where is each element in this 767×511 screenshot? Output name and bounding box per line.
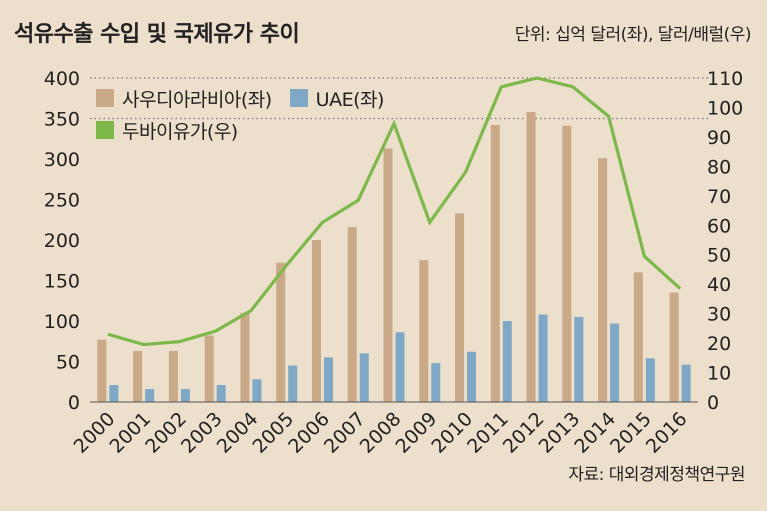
- bar-saudi: [276, 262, 286, 402]
- bar-saudi: [526, 112, 536, 403]
- bar-uae: [252, 379, 262, 402]
- legend-swatch-saudi: [96, 89, 114, 107]
- legend-label-dubai: 두바이유가(우): [122, 120, 238, 143]
- y-left-tick-label: 50: [56, 352, 80, 374]
- bar-saudi: [97, 339, 107, 402]
- legend-swatch-uae: [289, 89, 308, 107]
- x-tick-label: 2008: [356, 408, 406, 458]
- y-left-tick-label: 100: [44, 311, 80, 333]
- bar-saudi: [490, 124, 500, 402]
- legend-item-saudi: 사우디아라비아(좌) UAE(좌): [96, 82, 384, 114]
- bar-saudi: [311, 240, 321, 402]
- y-right-tick-label: 60: [707, 215, 731, 237]
- bar-uae: [502, 321, 512, 402]
- x-tick-label: 2014: [570, 408, 620, 458]
- bar-uae: [574, 316, 584, 402]
- bar-saudi: [562, 125, 572, 402]
- y-left-tick-label: 350: [44, 109, 80, 131]
- y-left-tick-label: 400: [44, 68, 80, 90]
- x-tick-label: 2007: [320, 408, 370, 458]
- bar-uae: [610, 323, 620, 402]
- bar-saudi: [383, 148, 393, 402]
- legend-label-uae: UAE(좌): [315, 88, 385, 111]
- bar-uae: [216, 384, 226, 402]
- bar-uae: [359, 353, 369, 402]
- bar-uae: [323, 357, 333, 402]
- y-right-tick-label: 10: [707, 363, 731, 385]
- chart-title: 석유수출 수입 및 국제유가 추이: [14, 22, 300, 47]
- bar-saudi: [240, 312, 250, 402]
- bar-uae: [645, 358, 655, 402]
- y-left-tick-label: 250: [44, 190, 80, 212]
- bar-saudi: [168, 350, 178, 402]
- legend-swatch-dubai: [96, 121, 114, 139]
- y-right-tick-label: 40: [707, 274, 731, 296]
- bar-uae: [538, 314, 548, 402]
- y-right-tick-label: 100: [707, 97, 743, 119]
- bar-uae: [395, 332, 405, 402]
- x-tick-label: 2010: [427, 408, 477, 458]
- x-tick-label: 2013: [535, 408, 585, 458]
- bar-uae: [431, 363, 441, 402]
- x-tick-label: 2012: [499, 408, 549, 458]
- bar-uae: [145, 389, 155, 402]
- x-tick-label: 2011: [463, 408, 513, 458]
- y-left-tick-label: 0: [68, 392, 80, 414]
- bar-saudi: [204, 335, 214, 402]
- bar-saudi: [419, 260, 429, 402]
- bar-uae: [681, 364, 691, 402]
- y-right-tick-label: 30: [707, 304, 731, 326]
- x-tick-label: 2003: [177, 408, 227, 458]
- x-tick-label: 2009: [392, 408, 442, 458]
- x-tick-label: 2005: [248, 408, 298, 458]
- bar-uae: [180, 389, 190, 402]
- x-tick-label: 2000: [70, 408, 120, 458]
- bar-saudi: [633, 272, 643, 402]
- unit-note: 단위: 십억 달러(좌), 달러/배럴(우): [514, 25, 752, 45]
- x-tick-label: 2016: [642, 408, 692, 458]
- bar-saudi: [347, 227, 357, 402]
- bar-saudi: [455, 213, 465, 402]
- bar-uae: [288, 365, 298, 402]
- y-left-tick-label: 300: [44, 149, 80, 171]
- legend: 사우디아라비아(좌) UAE(좌) 두바이유가(우): [96, 82, 384, 146]
- bar-saudi: [669, 292, 679, 402]
- y-right-tick-label: 110: [707, 68, 743, 90]
- x-tick-label: 2004: [213, 408, 263, 458]
- y-right-tick-label: 90: [707, 127, 731, 149]
- source-note: 자료: 대외경제정책연구원: [568, 465, 745, 485]
- bar-uae: [109, 384, 119, 402]
- line-dubai: [107, 76, 682, 347]
- x-tick-label: 2015: [606, 408, 656, 458]
- legend-label-saudi: 사우디아라비아(좌): [122, 88, 272, 111]
- legend-item-dubai: 두바이유가(우): [96, 114, 384, 146]
- y-right-tick-label: 80: [707, 156, 731, 178]
- bar-saudi: [598, 158, 608, 402]
- bar-saudi: [133, 350, 143, 402]
- y-right-tick-label: 20: [707, 333, 731, 355]
- y-right-tick-label: 50: [707, 245, 731, 267]
- y-left-tick-label: 200: [44, 230, 80, 252]
- y-right-tick-label: 70: [707, 186, 731, 208]
- y-left-tick-label: 150: [44, 271, 80, 293]
- x-tick-label: 2002: [141, 408, 191, 458]
- x-tick-label: 2001: [105, 408, 155, 458]
- bar-uae: [467, 351, 477, 402]
- y-right-tick-label: 0: [707, 392, 719, 414]
- x-tick-label: 2006: [284, 408, 334, 458]
